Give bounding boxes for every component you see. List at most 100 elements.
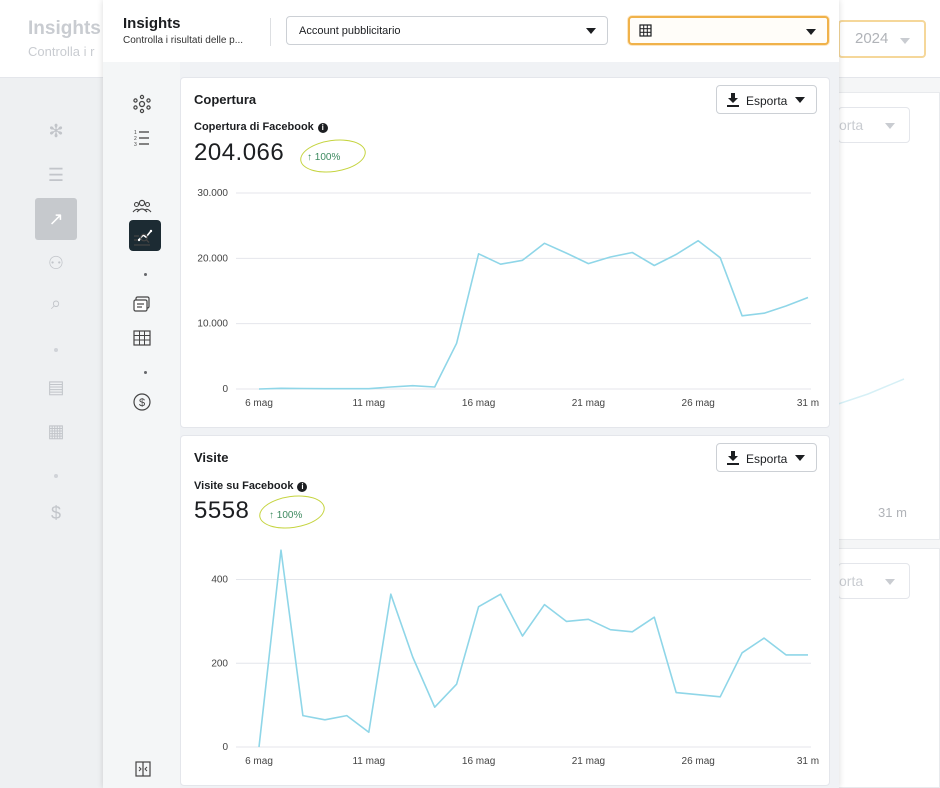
x-tick-label: 16 mag [462, 756, 495, 767]
ads-icon [133, 296, 150, 312]
search-list-icon: ⌕ [50, 293, 62, 313]
page-subtitle: Controlla i risultati delle p... [123, 35, 244, 46]
annotation-circle [298, 135, 368, 177]
x-tick-label: 21 mag [572, 398, 605, 409]
sidebar: 1 2 3 [103, 62, 180, 788]
sidebar-item-audience[interactable] [132, 196, 152, 216]
account-select-value: Account pubblicitario [299, 25, 401, 37]
separator-dot [144, 371, 147, 374]
x-tick-label: 11 mag [352, 398, 385, 409]
collapse-icon [135, 761, 151, 777]
x-tick-label: 31 m [797, 398, 819, 409]
svg-text:3: 3 [134, 142, 137, 148]
info-icon[interactable]: i [297, 482, 308, 492]
visits-chart: 0 200 400 6 mag 11 mag 16 mag 21 mag 26 mag 31 m [181, 546, 831, 781]
background-line-fragment [838, 378, 905, 405]
series-line [258, 239, 809, 390]
sidebar-item-reports[interactable] [132, 328, 152, 348]
chevron-down-icon [795, 97, 805, 103]
year-value: 2024 [855, 30, 889, 47]
sidebar-item-overview[interactable] [132, 94, 152, 114]
background-sidebar: ✻ ☰ ↗ ⚇ ⌕ ▤ ▦ $ [0, 78, 103, 788]
svg-text:$: $ [139, 397, 145, 409]
export-label: Esporta [746, 452, 788, 466]
chevron-down-icon [795, 455, 805, 461]
x-tick-label: 26 mag [682, 398, 715, 409]
sidebar-collapse[interactable] [135, 761, 151, 777]
background-export-button: orta [838, 107, 910, 143]
delta-value: 100% [314, 152, 341, 163]
chevron-down-icon [885, 579, 895, 585]
metric-label: Visite su Facebook i [194, 480, 308, 492]
background-subtitle: Controlla i r [28, 44, 95, 59]
svg-text:1: 1 [134, 130, 137, 136]
x-tick-label: 11 mag [352, 756, 385, 767]
metric-label: Copertura di Facebook i [194, 121, 328, 133]
annotation-circle [257, 491, 327, 533]
export-button[interactable]: Esporta [716, 85, 817, 114]
y-tick-label: 30.000 [197, 188, 228, 199]
list-icon: ☰ [47, 165, 65, 185]
svg-text:2: 2 [134, 136, 137, 142]
x-tick-label: 16 mag [462, 398, 495, 409]
divider [270, 18, 271, 46]
reach-line-chart: 0 10.000 20.000 30.000 6 mag 11 mag 16 mag 21 m… [197, 188, 819, 409]
delta-value: 100% [276, 510, 303, 521]
background-title: Insights [28, 18, 101, 39]
y-tick-label: 0 [222, 742, 228, 753]
ads-icon: ▤ [47, 377, 65, 397]
reach-card: Copertura Esporta Copertura di Facebook i… [180, 77, 830, 428]
download-icon [727, 93, 739, 107]
sidebar-item-benchmark[interactable] [132, 230, 152, 250]
background-export-label: orta [839, 573, 864, 589]
sidebar-item-ads[interactable] [132, 294, 152, 314]
y-tick-label: 400 [211, 575, 228, 586]
delta-badge: ↑ 100% [307, 152, 341, 163]
list-icon: 1 2 3 [134, 130, 149, 148]
chevron-down-icon [806, 29, 816, 35]
series-line [258, 549, 808, 748]
separator-dot [144, 273, 147, 276]
delta-badge: ↑ 100% [269, 510, 303, 521]
page-title: Insights [123, 15, 181, 32]
background-x-label: 31 m [878, 505, 907, 520]
metric-value: 204.066 [194, 139, 285, 166]
topbar: Insights Controlla i risultati delle p..… [103, 0, 839, 62]
separator-dot [54, 474, 58, 478]
background-card [838, 92, 940, 540]
metric-label-text: Visite su Facebook [194, 480, 294, 492]
export-button[interactable]: Esporta [716, 443, 817, 472]
asset-select[interactable] [628, 16, 829, 45]
y-tick-label: 10.000 [197, 319, 228, 330]
metric-value: 5558 [194, 497, 250, 524]
hub-icon [133, 94, 151, 114]
x-tick-label: 21 mag [572, 756, 605, 767]
x-tick-label: 6 mag [245, 756, 273, 767]
separator-dot [54, 348, 58, 352]
metric-label-text: Copertura di Facebook [194, 121, 314, 133]
dollar-icon: $ [133, 393, 151, 411]
x-tick-label: 26 mag [682, 756, 715, 767]
x-tick-label: 6 mag [245, 398, 273, 409]
chevron-down-icon [586, 28, 596, 34]
insights-panel: Insights Controlla i risultati delle p..… [103, 0, 839, 788]
chevron-down-icon [885, 123, 895, 129]
audience-icon [132, 199, 152, 213]
account-select[interactable]: Account pubblicitario [286, 16, 608, 45]
table-icon [639, 24, 652, 37]
y-tick-label: 20.000 [197, 253, 228, 264]
chevron-down-icon [900, 38, 910, 44]
sidebar-item-monetization[interactable]: $ [132, 392, 152, 412]
info-icon[interactable]: i [317, 123, 328, 133]
trend-icon: ↗ [35, 198, 77, 240]
sidebar-item-content[interactable]: 1 2 3 [132, 128, 152, 148]
visits-card: Visite Esporta Visite su Facebook i 5558 … [180, 435, 830, 786]
card-title: Copertura [194, 92, 257, 107]
reach-chart: 0 10.000 20.000 30.000 6 mag 11 mag 16 mag 21 m… [181, 183, 831, 418]
download-icon [727, 451, 739, 465]
table-icon [133, 330, 151, 346]
year-select[interactable]: 2024 [838, 20, 926, 58]
audience-icon: ⚇ [47, 253, 65, 273]
dollar-icon: $ [50, 503, 61, 523]
card-title: Visite [194, 450, 229, 465]
